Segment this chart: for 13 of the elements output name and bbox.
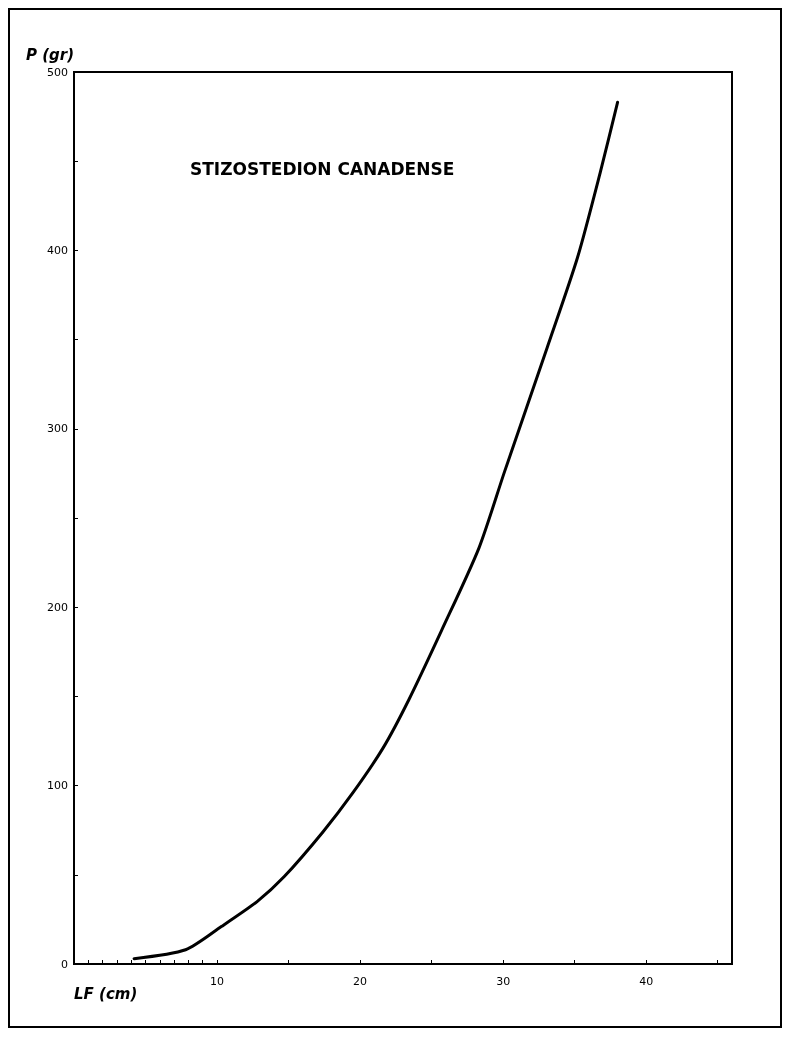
x-tick-label: 30 [496,975,511,988]
y-tick-label: 200 [47,600,68,614]
x-axis-title: LF (cm) [74,984,138,1003]
x-tick-label: 20 [353,975,368,988]
y-tick-label: 300 [47,422,68,436]
x-tick-label: 40 [639,975,654,988]
y-tick-label: 100 [47,779,68,793]
y-tick-label: 400 [47,243,68,257]
x-tick-label: 10 [210,975,225,988]
y-axis-title: P (gr) [25,45,74,64]
y-tick-label: 500 [47,65,68,79]
y-tick-label: 0 [61,957,68,971]
annotation: STIZOSTEDION CANADENSE [190,158,455,179]
